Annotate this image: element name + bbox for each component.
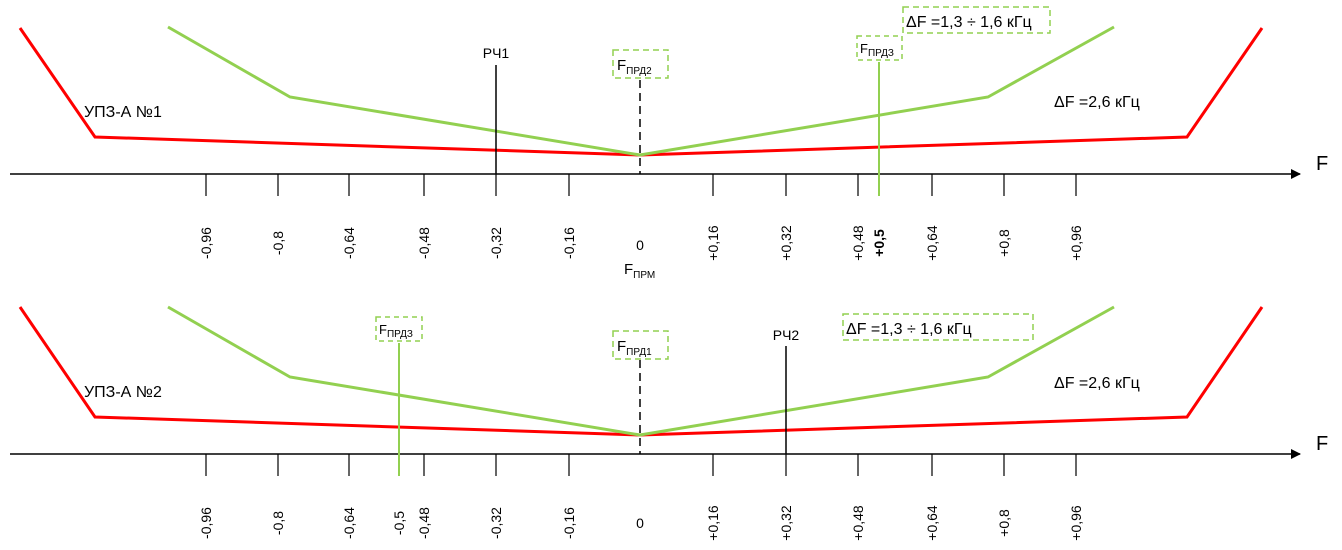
center-freq-label: FПРД1 bbox=[617, 338, 652, 358]
tick-label: -0,5 bbox=[391, 511, 407, 535]
tick-marks bbox=[206, 454, 1076, 476]
tick-marks bbox=[206, 174, 1076, 196]
device-label: УПЗ-А №2 bbox=[84, 384, 162, 401]
tick-label: +0,32 bbox=[778, 505, 794, 541]
tick-label: +0,64 bbox=[924, 505, 940, 541]
tick-label: +0,96 bbox=[1068, 505, 1084, 541]
rch2-label: РЧ2 bbox=[773, 327, 800, 343]
tick-label: +0,5 bbox=[871, 229, 887, 257]
tick-label: -0,96 bbox=[198, 227, 214, 259]
green-response-curve bbox=[168, 27, 1114, 155]
tick-label: +0,64 bbox=[924, 225, 940, 261]
tick-label: -0,32 bbox=[488, 507, 504, 539]
tick-label: +0,48 bbox=[850, 225, 866, 261]
red-response-curve bbox=[20, 307, 1262, 435]
tick-label: -0,96 bbox=[198, 507, 214, 539]
side-freq-label: FПРДЗ bbox=[379, 322, 413, 340]
tick-label: +0,8 bbox=[996, 509, 1012, 537]
tick-label: +0,8 bbox=[996, 229, 1012, 257]
tick-label-zero: 0 bbox=[636, 515, 644, 531]
tick-label: -0,48 bbox=[416, 227, 432, 259]
df-wide-label: ΔF =2,6 кГц bbox=[1054, 94, 1140, 111]
df-narrow-label: ΔF =1,3 ÷ 1,6 кГц bbox=[846, 321, 972, 338]
tick-label: +0,96 bbox=[1068, 225, 1084, 261]
tick-label: -0,8 bbox=[270, 511, 286, 535]
tick-label: +0,48 bbox=[850, 505, 866, 541]
panel-1: F -0,96 -0,8 -0,64 -0,48 -0,32 bbox=[10, 7, 1328, 281]
tick-label: -0,8 bbox=[270, 231, 286, 255]
tick-label: +0,32 bbox=[778, 225, 794, 261]
df-narrow-label: ΔF =1,3 ÷ 1,6 кГц bbox=[906, 14, 1032, 31]
axis-label-f: F bbox=[1316, 153, 1328, 175]
tick-label: -0,32 bbox=[488, 227, 504, 259]
panel-2: F -0,96 -0,8 -0,64 -0,5 -0,48 -0,32 -0,1… bbox=[10, 307, 1328, 541]
side-freq-label: FПРДЗ bbox=[860, 41, 894, 59]
green-response-curve bbox=[168, 307, 1114, 435]
axis-label-f: F bbox=[1316, 433, 1328, 455]
df-wide-label: ΔF =2,6 кГц bbox=[1054, 375, 1140, 392]
rch1-label: РЧ1 bbox=[483, 45, 510, 61]
tick-label-zero: 0 bbox=[636, 237, 644, 253]
tick-label: -0,16 bbox=[561, 507, 577, 539]
tick-label: -0,64 bbox=[341, 507, 357, 539]
tick-label: -0,16 bbox=[561, 227, 577, 259]
device-label: УПЗ-А №1 bbox=[84, 104, 162, 121]
tick-label: -0,48 bbox=[416, 507, 432, 539]
tick-label: +0,16 bbox=[705, 505, 721, 541]
receive-frequency-label: FПРМ bbox=[624, 261, 655, 281]
tick-label: -0,64 bbox=[341, 227, 357, 259]
tick-label: +0,16 bbox=[705, 225, 721, 261]
center-freq-label: FПРД2 bbox=[617, 57, 652, 77]
